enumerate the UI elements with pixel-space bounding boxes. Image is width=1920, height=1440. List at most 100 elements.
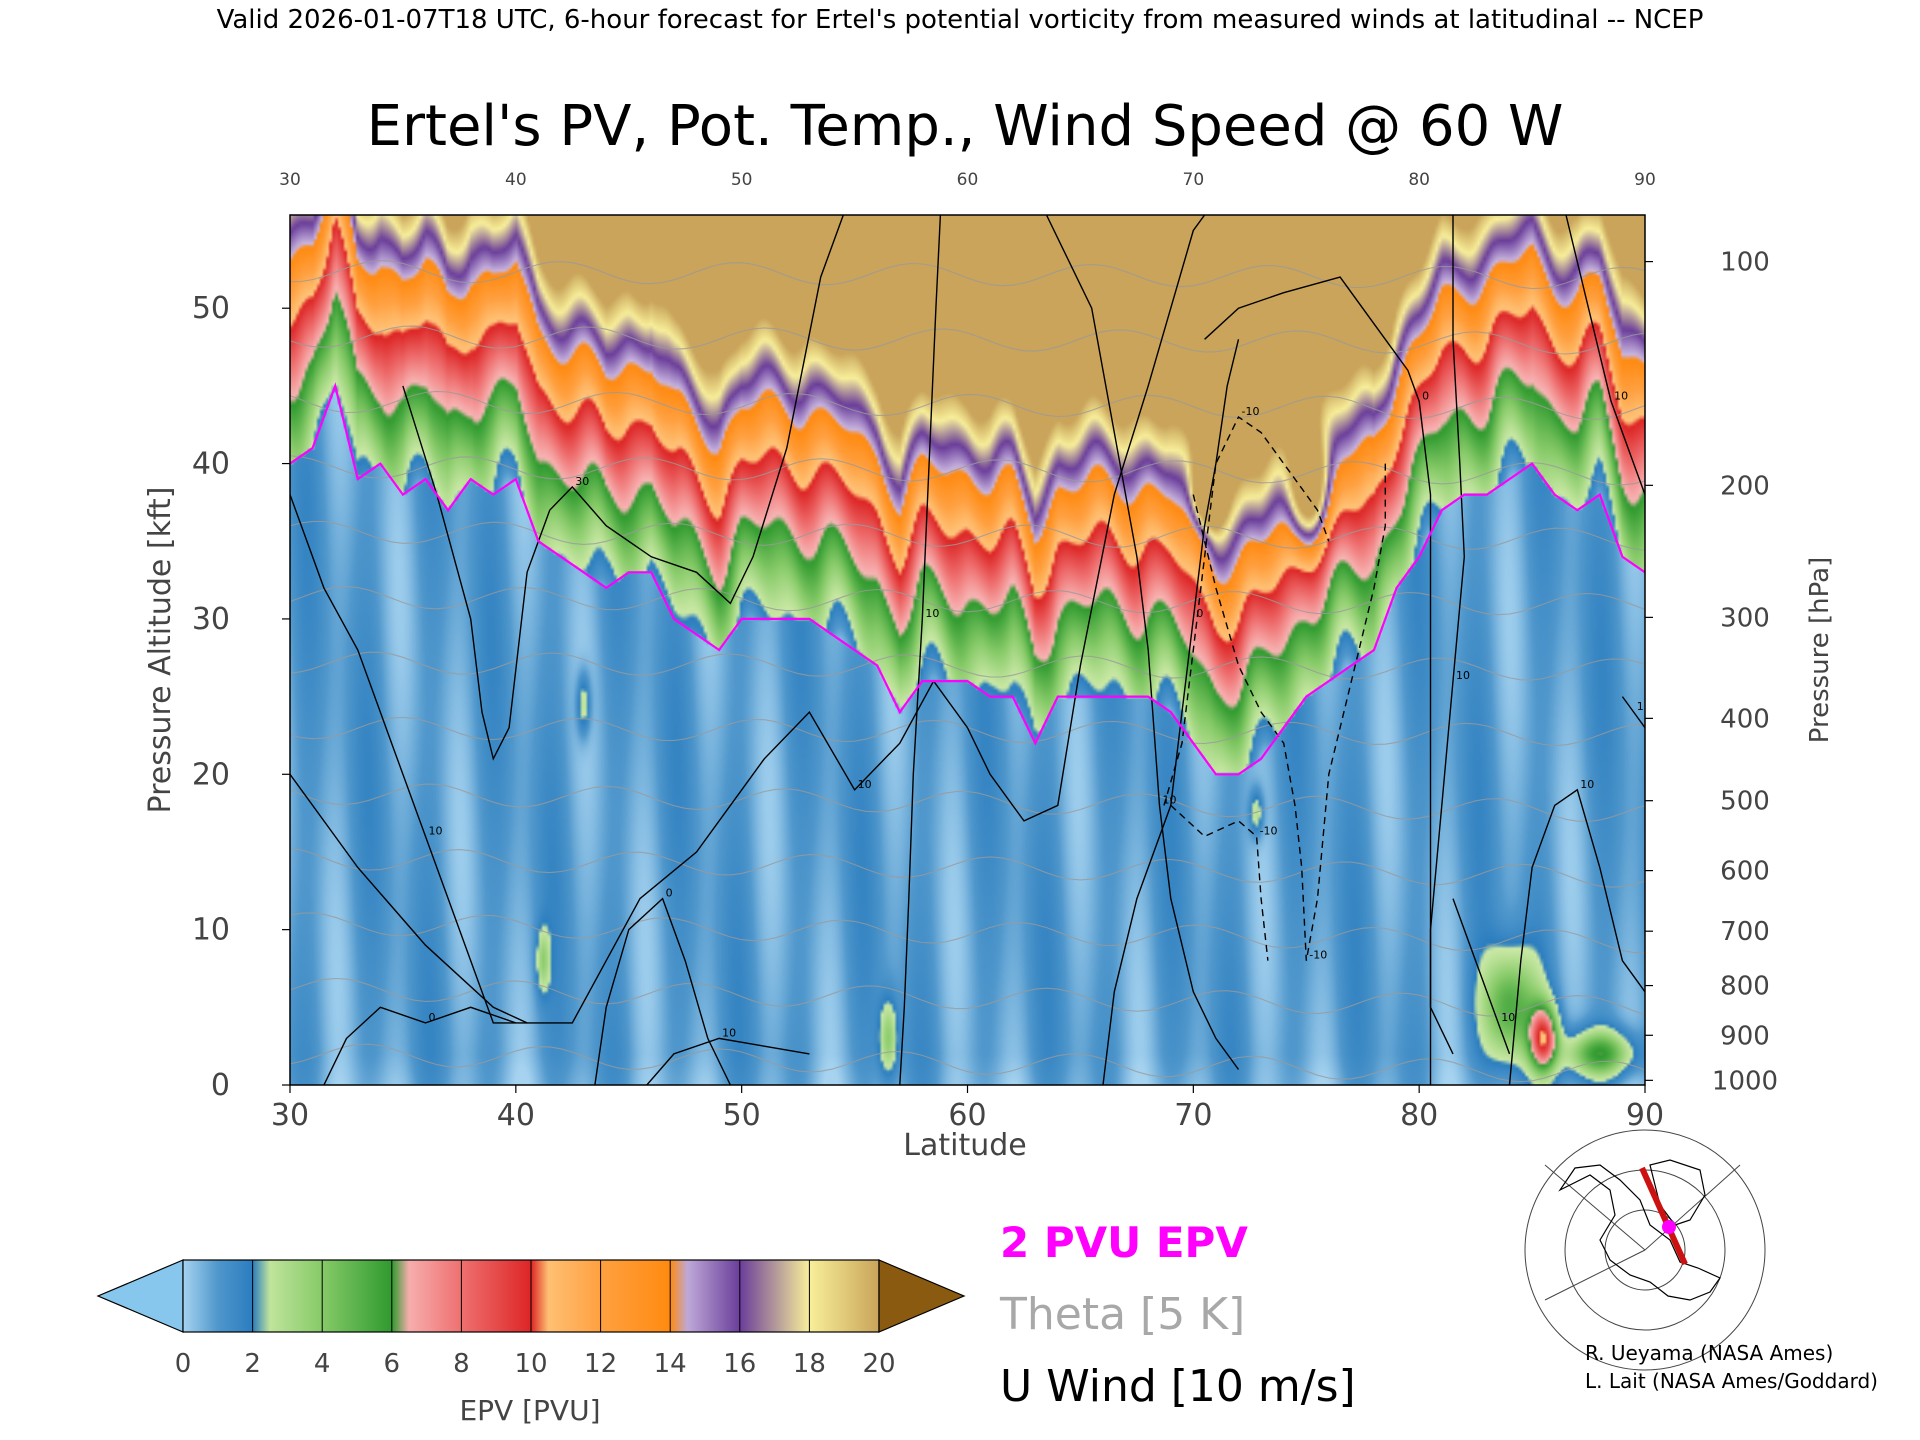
x-tick-label: 50 — [723, 1098, 761, 1133]
u-wind-contour-label: 10 — [1162, 793, 1176, 806]
u-wind-contour — [402, 215, 844, 761]
u-wind-contour — [1170, 804, 1269, 961]
x-top-tick-label: 90 — [1634, 170, 1656, 190]
y-tick-label: 50 — [192, 291, 230, 326]
colorbar-tick-label: 8 — [453, 1349, 470, 1379]
axes: 3030404050506060707080809090010203040501… — [192, 170, 1778, 1133]
u-wind-contour — [1102, 339, 1240, 1085]
u-wind-contour-label: 10 — [1637, 700, 1651, 713]
u-wind-contour-label: 10 — [858, 778, 872, 791]
tropopause-2pvu-line — [290, 382, 1645, 776]
theta-isentrope — [290, 586, 1645, 616]
x-top-tick-label: 80 — [1408, 170, 1430, 190]
u-wind-contour-label: 0 — [1422, 389, 1429, 402]
x-tick-label: 30 — [271, 1098, 309, 1133]
x-tick-label: 70 — [1174, 1098, 1212, 1133]
pressure-tick-label: 200 — [1720, 471, 1770, 501]
theta-isentrope — [290, 520, 1645, 551]
u-wind-contour-label: 0 — [429, 1011, 436, 1024]
y-axis-right-label: Pressure [hPa] — [1805, 557, 1835, 744]
x-top-tick-label: 70 — [1183, 170, 1205, 190]
epv-color-field — [290, 215, 1645, 1085]
x-tick-label: 60 — [948, 1098, 986, 1133]
u-wind-contour — [646, 1037, 810, 1085]
pressure-tick-label: 800 — [1720, 972, 1770, 1002]
pressure-tick-label: 600 — [1720, 857, 1770, 887]
theta-isentrope — [290, 847, 1645, 888]
u-wind-contour-label: 30 — [575, 475, 589, 488]
inset-latitude-circle — [1524, 1129, 1766, 1371]
u-wind-contour-label: 10 — [1456, 669, 1470, 682]
u-wind-contour — [323, 1006, 517, 1085]
y-axis-label: Pressure Altitude [kft] — [143, 487, 178, 814]
y-tick-label: 10 — [192, 913, 230, 948]
y-tick-label: 0 — [211, 1068, 230, 1103]
u-wind-contour — [1565, 215, 1645, 495]
inset-cross-section-line — [1639, 1166, 1688, 1266]
pressure-tick-label: 1000 — [1712, 1066, 1778, 1096]
colorbar-tick-label: 0 — [175, 1349, 192, 1379]
u-wind-contour — [1045, 215, 1240, 1070]
u-wind-contour-label: -10 — [1260, 824, 1278, 837]
pressure-tick-label: 700 — [1720, 917, 1770, 947]
y-tick-label: 20 — [192, 757, 230, 792]
u-wind-contour-label: 10 — [722, 1026, 736, 1039]
pressure-tick-label: 500 — [1720, 787, 1770, 817]
credit-line: L. Lait (NASA Ames/Goddard) — [1585, 1369, 1878, 1393]
theta-isentrope — [290, 1043, 1645, 1083]
u-wind-contour — [899, 215, 942, 1085]
colorbar-tick-label: 2 — [244, 1349, 261, 1379]
inset-map-background — [1545, 1155, 1740, 1305]
inset-meridian — [1644, 1164, 1741, 1251]
pressure-tick-label: 900 — [1720, 1021, 1770, 1051]
inset-meridian — [1544, 1249, 1646, 1301]
inset-coastline — [1558, 1164, 1721, 1301]
colorbar-tick-label: 20 — [862, 1349, 895, 1379]
legend-entry: U Wind [10 m/s] — [1000, 1361, 1356, 1412]
credit-line: R. Ueyama (NASA Ames) — [1585, 1341, 1833, 1365]
wind-contours: 30 10 10 0 0 10 10 10 0 0 10 10 10 10 10 -10 -10 -10 — [290, 215, 1651, 1085]
colorbar-label: EPV [PVU] — [459, 1394, 600, 1427]
u-wind-contour-label: -10 — [1242, 405, 1260, 418]
u-wind-contour-label: 10 — [1501, 1011, 1515, 1024]
x-top-tick-label: 30 — [279, 170, 301, 190]
colorbar-tick-label: 14 — [654, 1349, 687, 1379]
inset-meridian — [1544, 1164, 1646, 1251]
u-wind-contour — [1192, 463, 1386, 961]
colorbar-tick-label: 4 — [314, 1349, 331, 1379]
x-tick-label: 90 — [1626, 1098, 1664, 1133]
colorbar-max-arrow — [878, 1259, 966, 1333]
colorbar-tick-label: 10 — [514, 1349, 547, 1379]
colorbar-tick-label: 16 — [723, 1349, 756, 1379]
u-wind-contour — [1508, 788, 1645, 1085]
theta-isentrope — [290, 783, 1645, 823]
valid-time-header: Valid 2026-01-07T18 UTC, 6-hour forecast… — [217, 5, 1704, 35]
x-top-tick-label: 50 — [731, 170, 753, 190]
y-tick-label: 40 — [192, 447, 230, 482]
theta-isentrope — [290, 390, 1645, 420]
legend-entry: 2 PVU EPV — [1000, 1218, 1248, 1267]
pressure-tick-label: 400 — [1720, 704, 1770, 734]
legend-entry: Theta [5 K] — [999, 1289, 1245, 1340]
theta-isentrope — [290, 651, 1645, 681]
u-wind-contour — [1429, 215, 1466, 1055]
u-wind-contour-label: 10 — [1580, 778, 1594, 791]
u-wind-contour-label: 0 — [666, 887, 673, 900]
inset-map — [1524, 1129, 1766, 1371]
theta-isentrope — [290, 455, 1645, 486]
u-wind-contour-label: -10 — [1309, 949, 1327, 962]
colorbar-tick-label: 6 — [384, 1349, 401, 1379]
legend: 2 PVU EPV Theta [5 K] U Wind [10 m/s] — [999, 1218, 1356, 1412]
pressure-tick-label: 300 — [1720, 603, 1770, 633]
x-tick-label: 40 — [497, 1098, 535, 1133]
u-wind-contour — [1452, 898, 1511, 1055]
chart-title: Ertel's PV, Pot. Temp., Wind Speed @ 60 … — [367, 94, 1564, 159]
theta-isentrope — [290, 325, 1645, 355]
y-tick-label: 30 — [192, 602, 230, 637]
theta-isentrope — [290, 977, 1645, 1017]
u-wind-contour-label: 10 — [1614, 389, 1628, 402]
plot-area: 30 10 10 0 0 10 10 10 0 0 10 10 10 10 10 -10 -10 -10 — [290, 215, 1651, 1085]
u-wind-contour — [290, 494, 528, 1024]
x-tick-label: 80 — [1400, 1098, 1438, 1133]
